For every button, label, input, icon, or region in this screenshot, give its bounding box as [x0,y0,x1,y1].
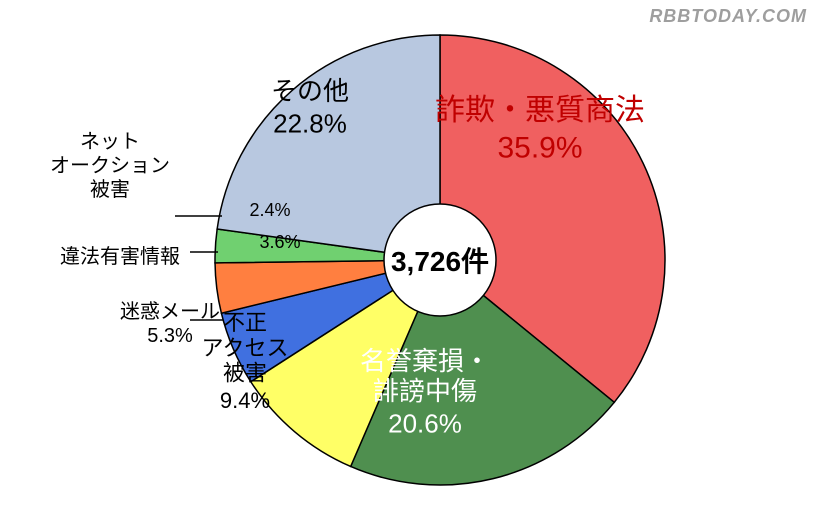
slice-pct: 2.4% [249,200,290,220]
external-slice-label: 迷惑メール5.3% [120,300,220,348]
external-slice-label: 違法有害情報 [60,245,180,269]
watermark: RBBTODAY.COM [649,6,807,27]
slice-pct: 3.6% [259,232,300,252]
external-slice-label: ネットオークション被害 [50,130,170,202]
center-count: 3,726件 [391,240,489,280]
